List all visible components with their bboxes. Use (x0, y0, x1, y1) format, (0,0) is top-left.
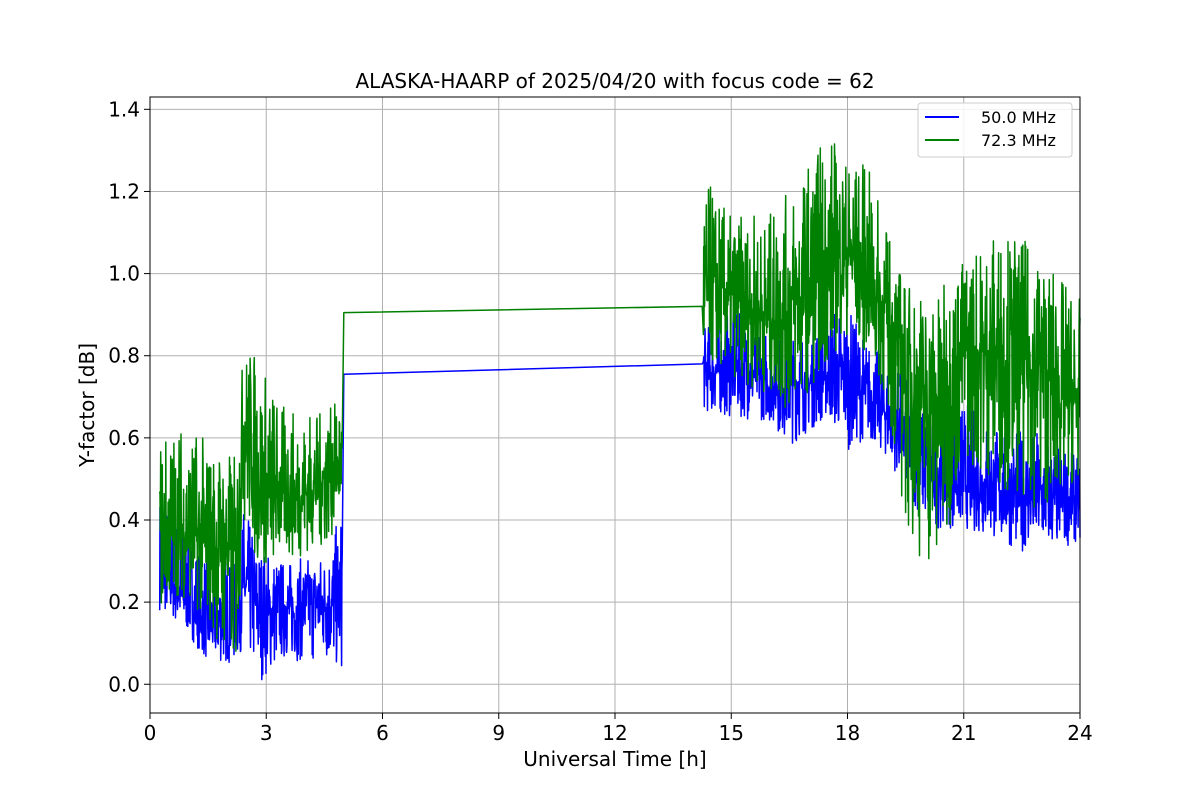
legend: 50.0 MHz 72.3 MHz (917, 102, 1073, 158)
x-axis-ticks: 0 3 6 9 12 15 18 21 24 (144, 713, 1093, 745)
x-tick-label: 6 (376, 721, 389, 745)
series-layer (158, 143, 1081, 681)
x-tick-label: 18 (835, 721, 860, 745)
y-axis-ticks: 0.0 0.2 0.4 0.6 0.8 1.0 1.2 1.4 (108, 97, 150, 696)
x-tick-label: 3 (260, 721, 273, 745)
x-tick-label: 24 (1067, 721, 1092, 745)
y-axis-label: Y-factor [dB] (75, 343, 99, 468)
chart-title: ALASKA-HAARP of 2025/04/20 with focus co… (355, 69, 874, 93)
legend-label-50mhz: 50.0 MHz (981, 108, 1056, 127)
x-tick-label: 0 (144, 721, 157, 745)
y-tick-label: 1.2 (108, 179, 140, 203)
y-tick-label: 0.0 (108, 672, 140, 696)
series-72mhz (158, 143, 1081, 652)
legend-label-72mhz: 72.3 MHz (981, 131, 1056, 150)
y-tick-label: 1.0 (108, 262, 140, 286)
series-line (158, 143, 1081, 652)
x-axis-label: Universal Time [h] (523, 747, 706, 771)
y-tick-label: 0.4 (108, 508, 140, 532)
x-tick-label: 12 (602, 721, 627, 745)
y-tick-label: 0.8 (108, 344, 140, 368)
x-tick-label: 15 (719, 721, 744, 745)
y-tick-label: 0.2 (108, 590, 140, 614)
x-tick-label: 9 (492, 721, 505, 745)
y-tick-label: 0.6 (108, 426, 140, 450)
y-tick-label: 1.4 (108, 97, 140, 121)
x-tick-label: 21 (951, 721, 976, 745)
